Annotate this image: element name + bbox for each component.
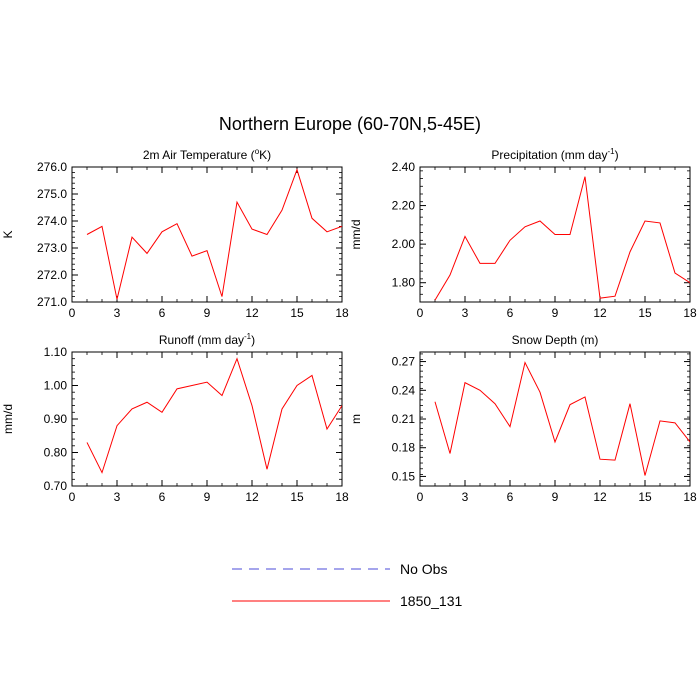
x-tick-label: 9 <box>552 490 559 504</box>
x-tick-label: 6 <box>159 490 166 504</box>
y-axis-label: K <box>1 230 15 238</box>
x-tick-label: 12 <box>593 306 607 320</box>
plot-frame <box>419 351 691 487</box>
series-line <box>434 176 690 301</box>
panel-title: 2m Air Temperature (oK) <box>143 147 271 162</box>
y-tick-label: 2.20 <box>392 199 416 213</box>
x-tick-label: 12 <box>245 306 259 320</box>
series-line <box>434 361 690 476</box>
y-tick-label: 0.80 <box>44 446 68 460</box>
x-tick-label: 15 <box>290 490 304 504</box>
x-tick-label: 9 <box>552 306 559 320</box>
panel-title: Precipitation (mm day-1) <box>491 147 618 162</box>
x-tick-label: 18 <box>335 490 349 504</box>
x-tick-label: 0 <box>417 306 424 320</box>
y-tick-label: 1.00 <box>44 379 68 393</box>
x-tick-label: 6 <box>507 490 514 504</box>
y-tick-label: 0.70 <box>44 479 68 493</box>
panel-title: Runoff (mm day-1) <box>159 332 255 347</box>
legend-label: No Obs <box>400 561 447 577</box>
chart-panel: 0 3 6 9 12 15 18 0.15 0.18 0.21 0.24 0.27 m Snow Dept… <box>349 333 697 504</box>
y-tick-label: 1.10 <box>44 345 68 359</box>
x-tick-label: 12 <box>245 490 259 504</box>
panel-title: Snow Depth (m) <box>512 333 599 347</box>
x-tick-label: 12 <box>593 490 607 504</box>
x-tick-label: 6 <box>507 306 514 320</box>
x-tick-label: 9 <box>204 306 211 320</box>
y-tick-label: 0.18 <box>392 441 416 455</box>
x-tick-label: 15 <box>638 490 652 504</box>
y-tick-label: 276.0 <box>37 160 67 174</box>
y-tick-label: 271.0 <box>37 295 67 309</box>
series-line <box>86 357 342 474</box>
y-tick-label: 0.15 <box>392 469 416 483</box>
y-axis-label: m <box>349 414 363 424</box>
x-tick-label: 18 <box>335 306 349 320</box>
chart-panel: 0 3 6 9 12 15 18 0.70 0.80 0.90 1.00 1.10 mm/d Runoff… <box>1 332 349 504</box>
y-tick-label: 0.21 <box>392 412 416 426</box>
x-tick-label: 18 <box>683 306 697 320</box>
x-tick-label: 9 <box>204 490 211 504</box>
x-tick-label: 15 <box>638 306 652 320</box>
y-tick-label: 273.0 <box>37 241 67 255</box>
plot-frame <box>71 351 343 487</box>
chart-panels: 0 3 6 9 12 15 18 271.0 272.0 273.0 274.0 275.0 276.0… <box>1 147 697 504</box>
y-tick-label: 2.40 <box>392 160 416 174</box>
series-line <box>86 168 342 300</box>
x-tick-label: 15 <box>290 306 304 320</box>
legend-label: 1850_131 <box>400 593 463 609</box>
y-tick-label: 274.0 <box>37 214 67 228</box>
plot-frame <box>71 166 343 303</box>
y-tick-label: 0.24 <box>392 383 416 397</box>
y-tick-label: 275.0 <box>37 187 67 201</box>
x-tick-label: 3 <box>114 306 121 320</box>
x-tick-label: 3 <box>462 306 469 320</box>
x-tick-label: 0 <box>69 490 76 504</box>
chart-panel: 0 3 6 9 12 15 18 1.80 2.00 2.20 2.40 mm/d Precipitat… <box>349 147 697 320</box>
x-tick-label: 6 <box>159 306 166 320</box>
x-tick-label: 0 <box>69 306 76 320</box>
y-tick-label: 272.0 <box>37 268 67 282</box>
chart-panel: 0 3 6 9 12 15 18 271.0 272.0 273.0 274.0 275.0 276.0… <box>1 147 349 320</box>
main-title: Northern Europe (60-70N,5-45E) <box>219 114 481 134</box>
y-axis-label: mm/d <box>1 404 15 434</box>
y-tick-label: 0.90 <box>44 412 68 426</box>
y-tick-label: 0.27 <box>392 355 416 369</box>
y-axis-label: mm/d <box>349 220 363 250</box>
x-tick-label: 18 <box>683 490 697 504</box>
legend: No Obs 1850_131 <box>232 561 463 609</box>
y-tick-label: 1.80 <box>392 276 416 290</box>
x-tick-label: 0 <box>417 490 424 504</box>
x-tick-label: 3 <box>114 490 121 504</box>
x-tick-label: 3 <box>462 490 469 504</box>
y-tick-label: 2.00 <box>392 237 416 251</box>
